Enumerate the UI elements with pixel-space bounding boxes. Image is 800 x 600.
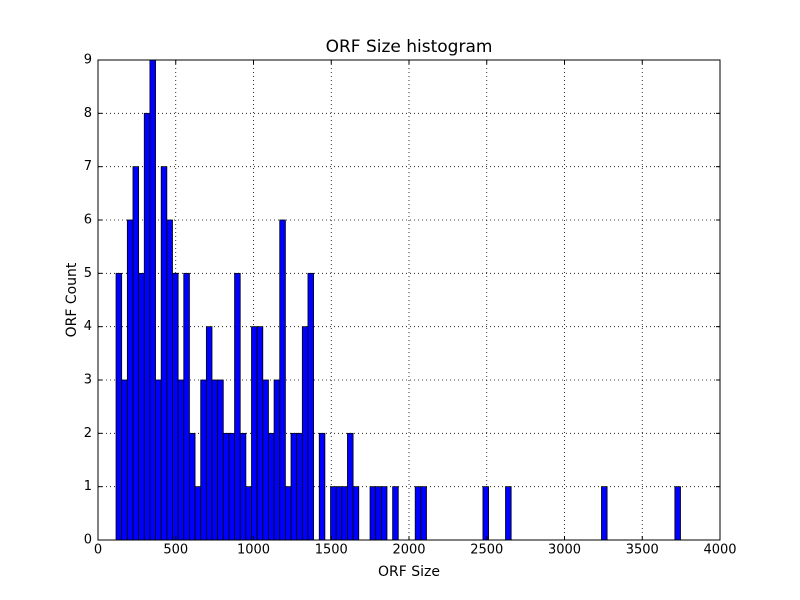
y-tick-label: 1	[84, 479, 92, 494]
bar	[217, 379, 224, 541]
bar	[177, 379, 185, 541]
bar	[149, 59, 156, 541]
y-tick-label: 9	[84, 53, 92, 68]
bar	[674, 486, 681, 541]
bar	[256, 326, 264, 541]
x-tick-label: 1000	[237, 543, 270, 558]
bar	[352, 486, 360, 541]
bar	[205, 326, 213, 541]
bar	[268, 432, 275, 541]
bar	[392, 486, 399, 541]
x-tick-label: 2500	[470, 543, 503, 558]
bar	[420, 486, 427, 541]
bar	[239, 432, 247, 541]
x-axis-label: ORF Size	[378, 564, 440, 580]
bar	[290, 432, 298, 541]
bar	[189, 432, 196, 541]
bar	[482, 486, 489, 541]
y-axis-label: ORF Count	[64, 262, 80, 337]
x-tick-label: 1500	[315, 543, 348, 558]
bar	[318, 432, 326, 541]
bar	[341, 486, 348, 541]
bar	[273, 379, 281, 541]
bar	[375, 486, 382, 541]
bar	[335, 486, 343, 541]
y-tick-label: 0	[84, 533, 92, 548]
bar	[234, 272, 241, 541]
bar	[222, 432, 230, 541]
bar	[211, 379, 219, 541]
bar	[284, 486, 292, 541]
y-tick-label: 5	[84, 266, 92, 281]
bar	[380, 486, 388, 541]
y-tick-label: 6	[84, 213, 92, 228]
y-tick-label: 4	[84, 319, 92, 334]
x-tick-label: 4000	[703, 543, 736, 558]
bar	[301, 326, 309, 541]
chart-title: ORF Size histogram	[326, 37, 493, 57]
bar	[296, 432, 303, 541]
bar	[166, 219, 173, 541]
x-tick-label: 2000	[392, 543, 425, 558]
bar	[228, 432, 235, 541]
bar	[126, 219, 134, 541]
bar	[183, 272, 190, 541]
bar	[160, 166, 168, 541]
bar	[132, 166, 140, 541]
bar	[138, 272, 145, 541]
y-tick-label: 3	[84, 373, 92, 388]
x-tick-label: 3500	[626, 543, 659, 558]
bar	[121, 379, 128, 541]
bar	[330, 486, 337, 541]
bar	[251, 326, 258, 541]
bar	[307, 272, 315, 541]
bar	[200, 379, 207, 541]
bar	[155, 379, 162, 541]
y-tick-label: 8	[84, 106, 92, 121]
bar	[245, 486, 252, 541]
bar	[194, 486, 202, 541]
y-tick-label: 2	[84, 426, 92, 441]
bar	[369, 486, 377, 541]
bar	[347, 432, 354, 541]
x-tick-label: 0	[94, 543, 102, 558]
bar	[601, 486, 608, 541]
bar	[262, 379, 269, 541]
y-tick-label: 7	[84, 159, 92, 174]
bar	[414, 486, 422, 541]
bar	[115, 272, 123, 541]
bar	[279, 219, 286, 541]
x-tick-label: 3000	[548, 543, 581, 558]
bar	[143, 112, 151, 541]
bar	[505, 486, 512, 541]
x-tick-label: 500	[163, 543, 188, 558]
bar	[172, 272, 179, 541]
